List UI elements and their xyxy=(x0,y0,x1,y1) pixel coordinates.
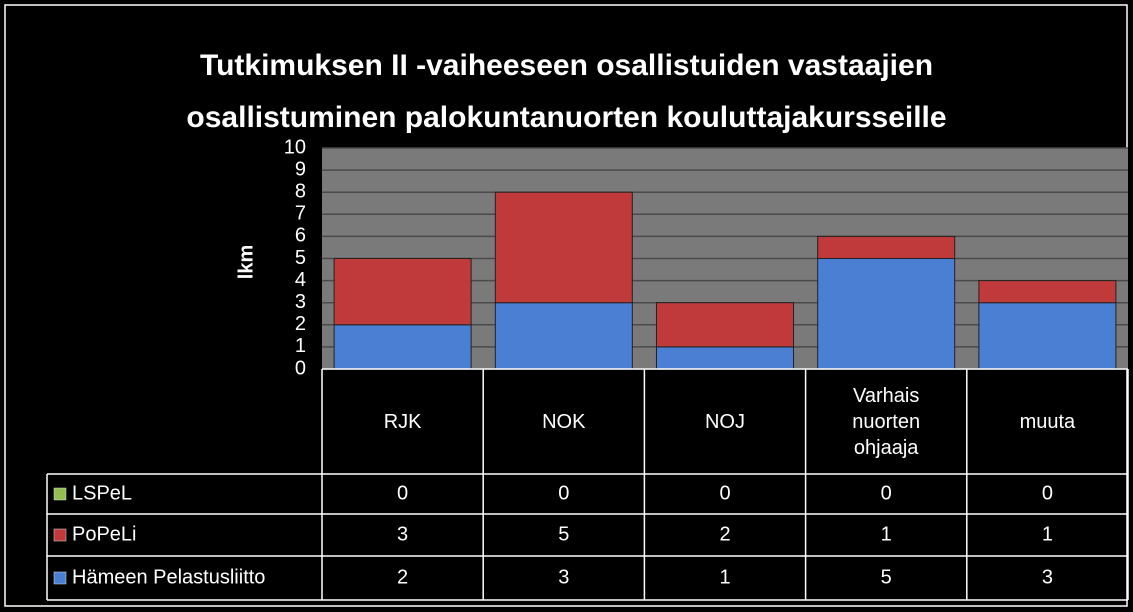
x-tick-label: NOJ xyxy=(704,410,745,433)
data-table-value: 1 xyxy=(1042,523,1053,545)
data-table-value: 3 xyxy=(1042,566,1053,588)
data-table-value: 0 xyxy=(397,482,408,504)
y-tick-label: 5 xyxy=(295,247,306,269)
category-cell: Varhaisnuortenohjaaja xyxy=(852,384,921,459)
data-table-value: 1 xyxy=(881,523,892,545)
bar xyxy=(655,302,795,348)
y-axis-label: lkm xyxy=(235,245,257,279)
legend-key xyxy=(53,487,67,501)
y-tick-label: 0 xyxy=(295,357,306,379)
legend-label: LSPeL xyxy=(72,482,132,504)
data-table-value: 0 xyxy=(719,482,730,504)
x-tick-label: RJK xyxy=(383,410,422,433)
x-tick-label: NOK xyxy=(542,410,586,433)
bar xyxy=(494,191,633,304)
y-tick-label: 1 xyxy=(295,335,306,357)
x-tick-label: muuta xyxy=(1019,410,1076,433)
y-tick-label: 7 xyxy=(295,203,306,225)
category-cell: NOK xyxy=(542,410,586,433)
y-tick-label: 8 xyxy=(295,180,306,202)
y-tick-label: 4 xyxy=(295,269,306,291)
bar xyxy=(333,258,472,326)
legend-key xyxy=(53,528,67,542)
bar xyxy=(817,258,956,370)
bar xyxy=(978,302,1117,370)
bar xyxy=(655,346,795,370)
category-cell: NOJ xyxy=(704,410,745,433)
legend-label: Hämeen Pelastusliitto xyxy=(72,566,265,588)
bar xyxy=(978,280,1117,304)
y-tick-label: 10 xyxy=(284,136,306,158)
legend-label: PoPeLi xyxy=(72,523,137,545)
data-table-value: 5 xyxy=(881,566,892,588)
y-tick-label: 3 xyxy=(295,291,306,313)
x-tick-label: Varhaisnuortenohjaaja xyxy=(852,384,921,459)
data-table-value: 2 xyxy=(397,566,408,588)
data-table-value: 3 xyxy=(558,566,569,588)
y-tick-label: 9 xyxy=(295,158,306,180)
chart-title-box: Tutkimuksen II -vaiheeseen osallistuiden… xyxy=(186,49,947,134)
data-table-value: 3 xyxy=(397,523,408,545)
y-tick-label: 2 xyxy=(295,313,306,335)
data-table-value: 0 xyxy=(881,482,892,504)
data-table-value: 0 xyxy=(558,482,569,504)
bar xyxy=(333,324,472,370)
data-table-value: 1 xyxy=(719,566,730,588)
bar xyxy=(494,302,633,370)
y-tick-label: 6 xyxy=(295,225,306,247)
data-table-value: 5 xyxy=(558,523,569,545)
category-cell: muuta xyxy=(1019,410,1076,433)
bar xyxy=(817,235,956,259)
category-cell: RJK xyxy=(383,410,422,433)
chart-title: Tutkimuksen II -vaiheeseen osallistuiden… xyxy=(186,49,947,134)
data-table-value: 2 xyxy=(719,523,730,545)
legend-key xyxy=(53,571,67,585)
data-table-value: 0 xyxy=(1042,482,1053,504)
